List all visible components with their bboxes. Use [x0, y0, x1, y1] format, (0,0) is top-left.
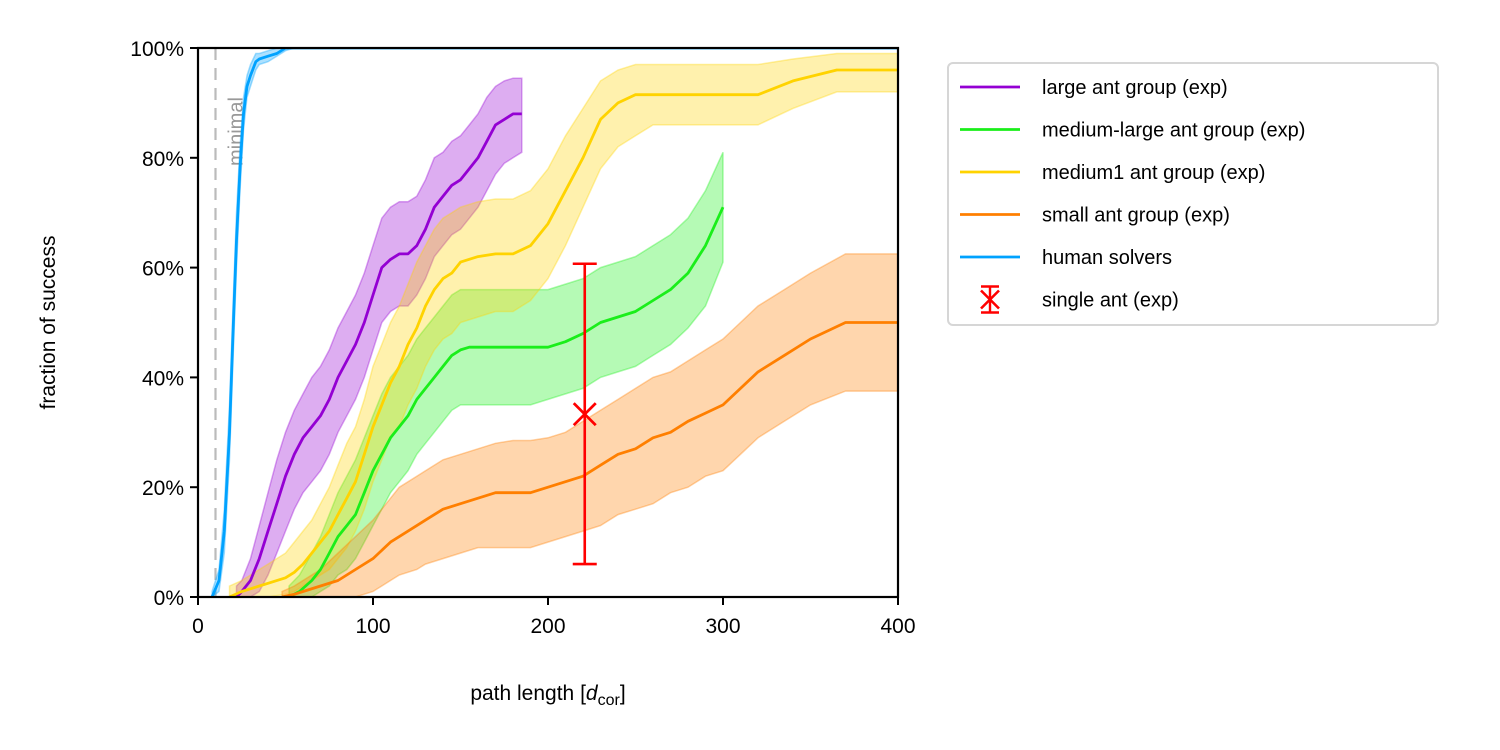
series-line-medium-large-ant-group-exp — [288, 206, 725, 598]
plot-area: minimal — [210, 47, 898, 598]
x-tick-label: 100 — [355, 615, 390, 638]
y-tick-label: 20% — [142, 477, 184, 500]
series-line-medium1-ant-group-exp — [228, 68, 898, 598]
y-tick-label: 40% — [142, 367, 184, 390]
legend-label: medium1 ant group (exp) — [1042, 162, 1265, 184]
legend: large ant group (exp) medium-large ant gr… — [947, 62, 1439, 326]
legend-label: small ant group (exp) — [1042, 205, 1230, 227]
y-tick-label: 60% — [142, 258, 184, 281]
x-tick-label: 300 — [705, 615, 740, 638]
x-tick-label: 0 — [192, 615, 204, 638]
series-group — [210, 47, 898, 598]
series-band-small-ant-group-exp — [281, 253, 898, 598]
x-tick-label: 400 — [880, 615, 915, 638]
x-axis-label: path length [dcor] — [470, 682, 625, 709]
axes: 0 100 200 300 400 0% 20% 40% 60% 80% 100% path leng… — [37, 38, 916, 709]
series-line-large-ant-group-exp — [235, 112, 522, 598]
y-tick-label: 80% — [142, 148, 184, 171]
errorbar-marker — [572, 402, 597, 427]
y-axis-label: fraction of success — [37, 236, 60, 410]
y-tick-label: 100% — [130, 38, 184, 61]
legend-box — [947, 62, 1439, 326]
legend-label: single ant (exp) — [1042, 290, 1179, 312]
legend-label: medium-large ant group (exp) — [1042, 120, 1305, 142]
x-tick-label: 200 — [530, 615, 565, 638]
legend-label: human solvers — [1042, 247, 1172, 269]
y-tick-label: 0% — [154, 587, 184, 610]
legend-errorbar-marker — [980, 289, 1000, 310]
legend-label: large ant group (exp) — [1042, 77, 1228, 99]
series-band-medium1-ant-group-exp — [228, 52, 898, 598]
series-line-small-ant-group-exp — [281, 321, 898, 598]
series-band-large-ant-group-exp — [235, 77, 523, 598]
